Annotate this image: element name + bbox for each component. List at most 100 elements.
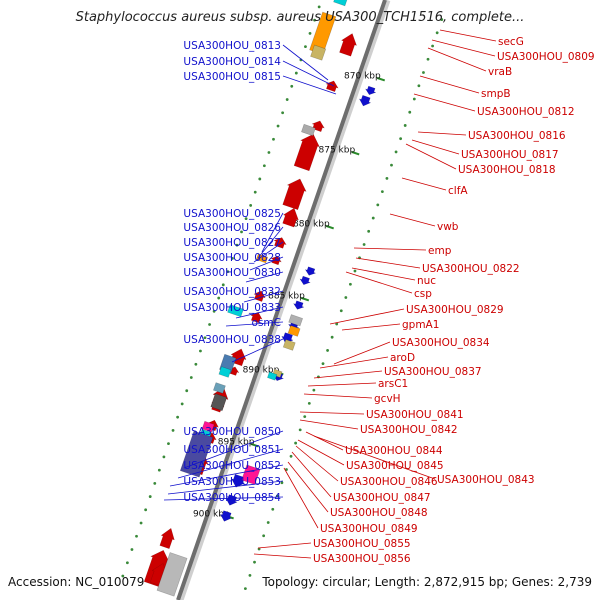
track-dot xyxy=(275,494,279,498)
track-dot xyxy=(285,468,288,471)
track-dot xyxy=(176,415,180,419)
track-dot xyxy=(249,204,253,207)
reverse-gene-label: emp xyxy=(428,245,452,257)
label-leader-line xyxy=(345,271,413,294)
label-leader-line xyxy=(177,448,284,479)
scale-tick xyxy=(351,150,360,156)
forward-gene-label: USA300HOU_0826 xyxy=(183,222,281,234)
reverse-gene-label: USA300HOU_0844 xyxy=(345,445,443,457)
sequence-axis xyxy=(176,0,387,600)
track-dot xyxy=(253,560,256,564)
label-leader-line xyxy=(439,29,497,42)
track-dot xyxy=(243,587,247,591)
track-dot xyxy=(208,323,211,326)
label-leader-line xyxy=(351,267,416,281)
label-leader-line xyxy=(297,439,345,466)
feature-box xyxy=(333,0,348,7)
reverse-gene-arrow xyxy=(159,527,175,550)
scale-tick xyxy=(250,442,259,448)
reverse-gene-arrow xyxy=(293,133,321,172)
track-dot xyxy=(262,534,266,538)
label-leader-line xyxy=(427,47,487,72)
reverse-gene-arrow xyxy=(325,80,339,93)
track-dot xyxy=(394,150,398,154)
track-dot xyxy=(417,84,421,88)
label-leader-line xyxy=(295,445,339,482)
track-dot xyxy=(240,230,243,234)
feature-box xyxy=(301,123,316,137)
reverse-gene-arrow xyxy=(282,178,307,211)
track-dot xyxy=(253,190,257,194)
forward-gene-label: USA300HOU_0854 xyxy=(183,492,281,504)
track-dot xyxy=(289,454,293,458)
track-dot xyxy=(121,574,125,578)
track-dot xyxy=(180,402,184,406)
label-leader-line xyxy=(231,338,284,363)
feature-box xyxy=(282,339,296,351)
label-leader-line xyxy=(329,308,405,325)
reverse-gene-label: secG xyxy=(498,36,524,48)
track-dot xyxy=(285,98,289,101)
track-dot xyxy=(189,376,193,379)
reverse-gene-label: USA300HOU_0846 xyxy=(340,476,438,488)
feature-box xyxy=(201,420,215,433)
forward-gene-arrow xyxy=(219,510,233,522)
track-dot xyxy=(426,57,430,61)
track-dot xyxy=(435,31,439,35)
reverse-gene-label: USA300HOU_0812 xyxy=(477,106,575,118)
scale-tick-label: 895 kbp xyxy=(218,437,255,447)
label-leader-line xyxy=(353,247,427,251)
track-dot xyxy=(335,322,339,326)
label-leader-line xyxy=(313,435,436,480)
label-leader-line xyxy=(283,467,319,529)
topology-label: Topology: circular; Length: 2,872,915 bp… xyxy=(262,575,592,589)
track-dot xyxy=(330,335,334,339)
forward-gene-arrow xyxy=(364,85,377,96)
label-leader-line xyxy=(341,323,401,331)
track-dot xyxy=(294,71,298,75)
track-dot xyxy=(199,349,202,353)
reverse-gene-label: arsC1 xyxy=(378,378,408,390)
track-dot xyxy=(130,548,134,551)
label-leader-line xyxy=(419,75,480,94)
label-leader-line xyxy=(243,290,284,303)
reverse-gene-label: USA300HOU_0847 xyxy=(333,492,431,504)
forward-gene-arrow xyxy=(358,94,372,107)
track-dot xyxy=(280,481,284,485)
label-leader-line xyxy=(245,271,284,283)
reverse-gene-label: USA300HOU_0822 xyxy=(422,263,520,275)
forward-gene-arrow xyxy=(230,473,246,488)
label-leader-line xyxy=(249,256,284,271)
track-dot xyxy=(412,97,416,101)
reverse-gene-label: USA300HOU_0849 xyxy=(320,523,418,535)
track-dot xyxy=(371,216,375,220)
label-leader-line xyxy=(319,356,389,369)
track-dot xyxy=(148,495,152,498)
reverse-gene-label: USA300HOU_0816 xyxy=(468,130,566,142)
track-dot xyxy=(385,176,389,180)
label-leader-line xyxy=(261,212,284,253)
scale-tick xyxy=(376,76,386,82)
feature-box xyxy=(287,325,301,337)
forward-gene-arrow xyxy=(299,275,312,286)
track-dot xyxy=(226,270,230,273)
forward-gene-arrow xyxy=(225,494,238,506)
track-dot xyxy=(380,190,384,194)
reverse-gene-arrow xyxy=(282,207,299,228)
reverse-gene-label: USA300HOU_0834 xyxy=(392,337,490,349)
scale-tick-label: 885 kbp xyxy=(268,291,305,301)
label-leader-line xyxy=(253,553,312,559)
scale-tick xyxy=(325,224,335,230)
track-dot xyxy=(422,71,425,74)
reverse-gene-label: clfA xyxy=(448,185,468,197)
track-dot xyxy=(321,362,325,366)
track-dot xyxy=(212,309,216,313)
track-dot xyxy=(390,163,393,167)
reverse-gene-label: nuc xyxy=(417,275,436,287)
track-dot xyxy=(235,243,239,247)
reverse-gene-label: gcvH xyxy=(374,393,401,405)
label-leader-line xyxy=(333,341,391,365)
reverse-gene-label: USA300HOU_0809 xyxy=(497,51,595,63)
reverse-gene-label: USA300HOU_0845 xyxy=(346,460,444,472)
track-dot xyxy=(171,429,175,432)
